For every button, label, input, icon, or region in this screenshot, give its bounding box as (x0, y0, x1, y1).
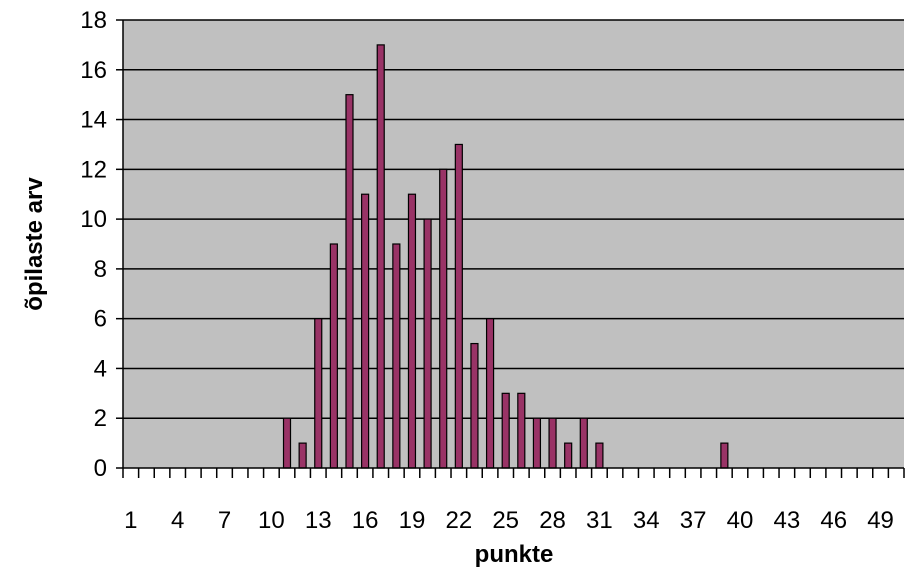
bar (423, 218, 432, 469)
x-axis-title: punkte (475, 541, 554, 568)
bar (720, 442, 729, 469)
x-tick-label: 7 (218, 507, 231, 534)
gridlines (123, 19, 904, 419)
x-tick-label: 1 (124, 507, 137, 534)
x-tick-label: 25 (492, 507, 519, 534)
bar (532, 417, 542, 469)
bar (314, 318, 323, 469)
y-tick-label: 6 (94, 306, 107, 333)
bar (564, 442, 573, 469)
bar (470, 342, 479, 469)
bar (298, 442, 307, 469)
bar (361, 193, 370, 469)
x-tick-label: 10 (258, 507, 285, 534)
x-tick-label: 40 (727, 507, 754, 534)
x-tick-label: 22 (445, 507, 472, 534)
bar (517, 392, 526, 469)
y-tick-label: 4 (94, 355, 107, 382)
y-tick-label: 10 (80, 206, 107, 233)
bar (282, 417, 292, 469)
x-tick-label: 34 (633, 507, 660, 534)
y-tick-label: 14 (80, 107, 107, 134)
x-tick-labels: 1 4 7 10 13 16 19 22 25 28 31 34 37 40 43 46 49 (124, 507, 894, 534)
x-tick-label: 31 (586, 507, 613, 534)
x-tick-label: 16 (352, 507, 379, 534)
bar (376, 44, 385, 469)
x-tick-label: 43 (773, 507, 800, 534)
x-tick-label: 37 (680, 507, 707, 534)
x-tick-label: 13 (305, 507, 332, 534)
y-tick-label: 12 (80, 156, 107, 183)
bar (485, 318, 495, 469)
y-tick-label: 18 (80, 7, 107, 34)
bar (454, 143, 463, 469)
bar (595, 442, 604, 469)
x-tick-label: 28 (539, 507, 566, 534)
bar (407, 193, 417, 469)
bar (345, 94, 354, 469)
bar (579, 417, 588, 469)
y-axis-title: õpilaste arv (21, 177, 48, 311)
y-tick-label: 8 (94, 256, 107, 283)
bar (548, 417, 557, 469)
x-tick-label: 49 (867, 507, 894, 534)
bar (439, 168, 448, 469)
bar (392, 243, 401, 469)
y-tick-labels: 0 2 4 6 8 10 12 14 16 18 (80, 7, 107, 482)
x-tick-label: 19 (399, 507, 426, 534)
bar (329, 243, 338, 469)
bar (501, 392, 510, 469)
y-tick-label: 0 (94, 455, 107, 482)
axes (116, 19, 905, 478)
plot-area (123, 20, 904, 468)
x-tick-label: 4 (171, 507, 184, 534)
y-tick-label: 16 (80, 57, 107, 84)
x-tick-label: 46 (820, 507, 847, 534)
y-tick-label: 2 (94, 405, 107, 432)
